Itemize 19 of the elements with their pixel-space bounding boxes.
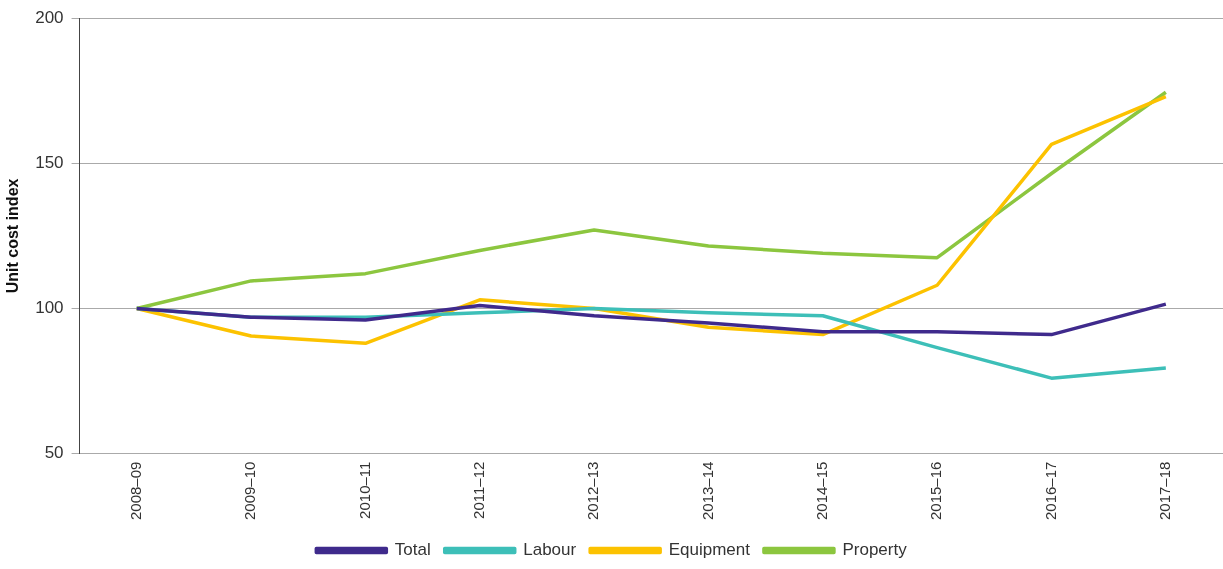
x-tick-label: 2012–13: [584, 461, 602, 521]
x-tick-label: 2017–18: [1155, 461, 1173, 521]
x-tick-label: 2010–11: [355, 461, 373, 519]
x-tick-label: 2016–17: [1041, 461, 1059, 521]
y-tick-label: 50: [44, 443, 64, 463]
y-tick-label: 200: [35, 7, 64, 27]
x-tick-label: 2014–15: [812, 461, 830, 521]
x-tick-label: 2011–12: [469, 461, 487, 519]
legend-label: Equipment: [668, 540, 751, 560]
y-axis-title: Unit cost index: [4, 178, 22, 294]
legend-label: Labour: [523, 540, 577, 560]
x-tick-label: 2015–16: [927, 461, 945, 521]
legend-label: Property: [842, 540, 908, 560]
y-tick-label: 100: [35, 298, 64, 318]
y-tick-label: 150: [35, 153, 64, 173]
x-tick-label: 2013–14: [698, 461, 716, 521]
legend-label: Total: [394, 540, 431, 560]
x-tick-label: 2009–10: [241, 461, 259, 521]
x-tick-label: 2008–09: [126, 461, 144, 521]
